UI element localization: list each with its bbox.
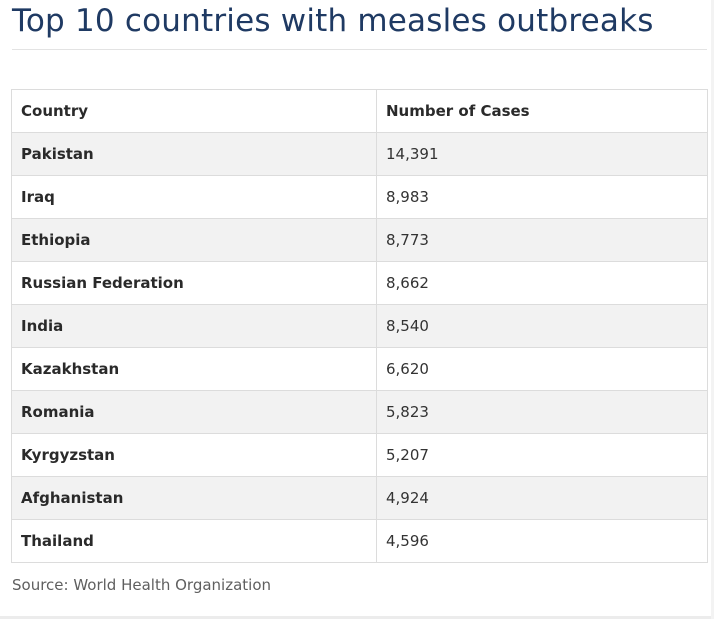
cases-cell: 8,662	[376, 261, 708, 305]
country-cell: Ethiopia	[11, 218, 377, 262]
country-cell: India	[11, 304, 377, 348]
source-caption: Source: World Health Organization	[12, 576, 272, 594]
measles-cases-table: Country Number of Cases Pakistan 14,391 …	[11, 89, 708, 563]
table-row: Iraq 8,983	[11, 175, 708, 219]
cases-cell: 4,924	[376, 476, 708, 520]
table-row: India 8,540	[11, 304, 708, 348]
table-row: Kazakhstan 6,620	[11, 347, 708, 391]
table-row: Romania 5,823	[11, 390, 708, 434]
column-header-country: Country	[11, 89, 377, 133]
cases-cell: 5,207	[376, 433, 708, 477]
country-cell: Kazakhstan	[11, 347, 377, 391]
cases-cell: 8,983	[376, 175, 708, 219]
country-cell: Thailand	[11, 519, 377, 563]
table-row: Pakistan 14,391	[11, 132, 708, 176]
bottom-divider	[0, 616, 714, 619]
cases-cell: 4,596	[376, 519, 708, 563]
cases-cell: 8,773	[376, 218, 708, 262]
table-row: Thailand 4,596	[11, 519, 708, 563]
cases-cell: 6,620	[376, 347, 708, 391]
table-row: Afghanistan 4,924	[11, 476, 708, 520]
table-row: Russian Federation 8,662	[11, 261, 708, 305]
country-cell: Kyrgyzstan	[11, 433, 377, 477]
country-cell: Afghanistan	[11, 476, 377, 520]
page-title: Top 10 countries with measles outbreaks	[12, 3, 654, 39]
table-header-row: Country Number of Cases	[11, 89, 708, 133]
cases-cell: 5,823	[376, 390, 708, 434]
table-row: Kyrgyzstan 5,207	[11, 433, 708, 477]
cases-cell: 8,540	[376, 304, 708, 348]
country-cell: Iraq	[11, 175, 377, 219]
column-header-cases: Number of Cases	[376, 89, 708, 133]
cases-cell: 14,391	[376, 132, 708, 176]
country-cell: Russian Federation	[11, 261, 377, 305]
table-row: Ethiopia 8,773	[11, 218, 708, 262]
country-cell: Pakistan	[11, 132, 377, 176]
right-edge-divider	[711, 0, 714, 619]
title-divider	[12, 49, 707, 50]
country-cell: Romania	[11, 390, 377, 434]
